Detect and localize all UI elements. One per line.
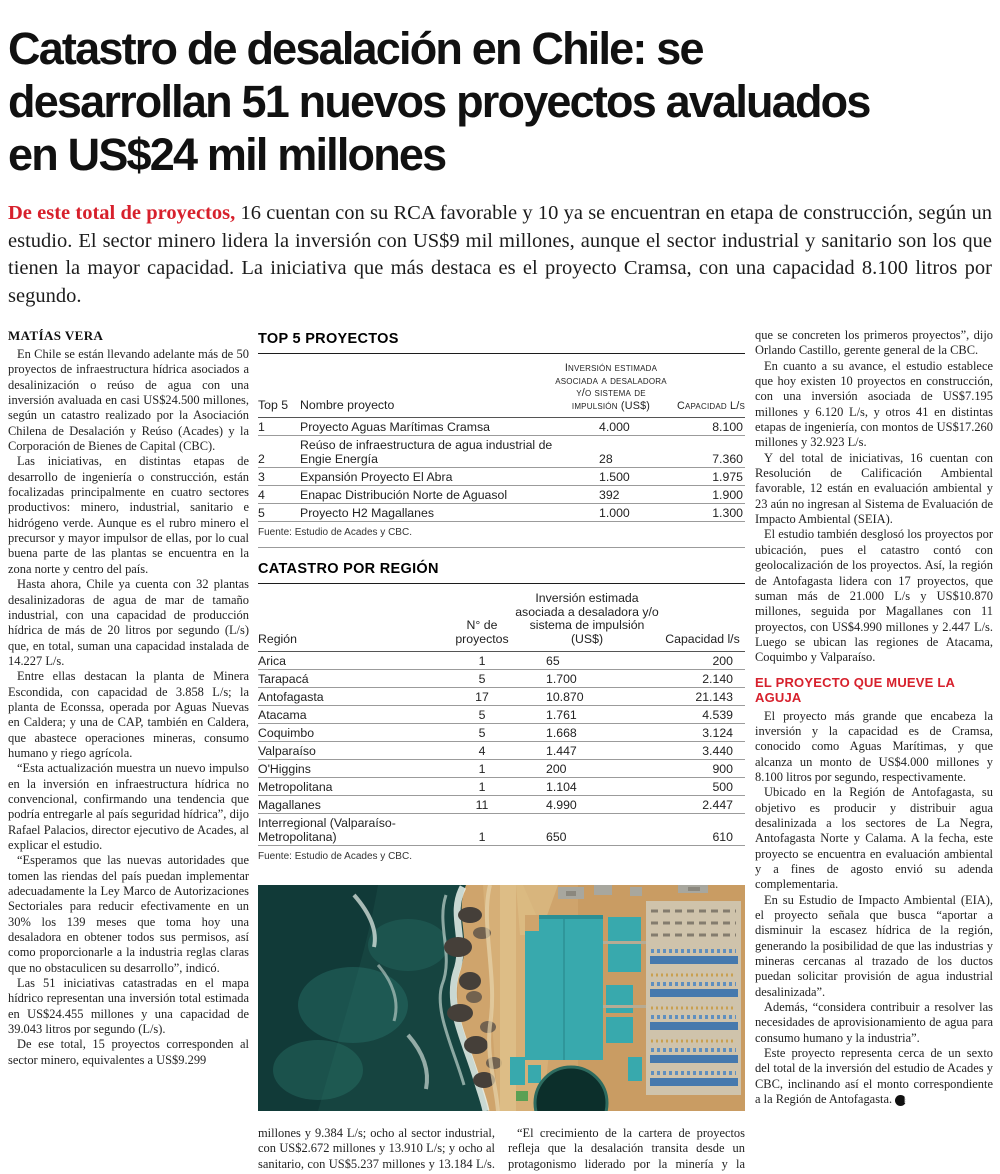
- paragraph: “Esta actualización muestra un nuevo imp…: [8, 761, 249, 852]
- region-table-header: Región N° de proyectos Inversión estimad…: [258, 584, 745, 652]
- paragraph: Y del total de iniciativas, 16 cuentan c…: [755, 450, 993, 527]
- table-source: Fuente: Estudio de Acades y CBC.: [258, 527, 412, 538]
- paragraph-text: Este proyecto representa cerca de un sex…: [755, 1046, 993, 1107]
- headline-line-1: Catastro de desalación en Chile: se: [8, 23, 705, 74]
- headline-line-2: desarrollan 51 nuevos proyectos avaluado…: [8, 76, 871, 127]
- table-row: 5 Proyecto H2 Magallanes 1.000 1.300: [258, 506, 745, 522]
- table-row: 1 Proyecto Aguas Marítimas Cramsa 4.000 …: [258, 420, 745, 436]
- paragraph: De ese total, 15 proyectos corresponden …: [8, 1037, 249, 1067]
- column-middle: TOP 5 PROYECTOS Top 5 Nombre proyecto In…: [258, 331, 745, 1174]
- table-row: O'Higgins 1 200 900: [258, 760, 745, 778]
- table-row: Atacama 5 1.761 4.539: [258, 706, 745, 724]
- table-row: Valparaíso 4 1.447 3.440: [258, 742, 745, 760]
- table-row: Metropolitana 1 1.104 500: [258, 778, 745, 796]
- headline: Catastro de desalación en Chile: se desa…: [8, 22, 994, 181]
- region-table: CATASTRO POR REGIÓN Región N° de proyect…: [258, 561, 745, 871]
- top5-table-title: TOP 5 PROYECTOS: [258, 331, 745, 354]
- headline-line-3: en US$24 mil millones: [8, 129, 447, 180]
- top5-table: TOP 5 PROYECTOS Top 5 Nombre proyecto In…: [258, 331, 745, 548]
- paragraph: En cuanto a su avance, el estudio establ…: [755, 358, 993, 450]
- paragraph: que se concreten los primeros proyectos”…: [755, 328, 993, 358]
- column-mid-bottom-left: millones y 9.384 L/s; ocho al sector ind…: [258, 1126, 495, 1174]
- paragraph: millones y 9.384 L/s; ocho al sector ind…: [258, 1126, 495, 1174]
- table-row: Interregional (Valparaíso- Metropolitana…: [258, 814, 745, 846]
- paragraph: Este proyecto representa cerca de un sex…: [755, 1046, 993, 1107]
- paragraph: “Esperamos que las nuevas autoridades qu…: [8, 853, 249, 975]
- table-row: 4 Enapac Distribución Norte de Aguasol 3…: [258, 488, 745, 504]
- top5-table-header: Top 5 Nombre proyecto Inversión estimada…: [258, 354, 745, 418]
- paragraph: Las 51 iniciativas catastradas en el map…: [8, 976, 249, 1037]
- paragraph: Las iniciativas, en distintas etapas de …: [8, 454, 249, 576]
- column-mid-bottom-right: “El crecimiento de la cartera de proyect…: [508, 1126, 745, 1174]
- paragraph: “El crecimiento de la cartera de proyect…: [508, 1126, 745, 1174]
- section-subhead: EL PROYECTO QUE MUEVE LA AGUJA: [755, 674, 955, 705]
- paragraph: En Chile se están llevando adelante más …: [8, 347, 249, 454]
- region-table-title: CATASTRO POR REGIÓN: [258, 561, 745, 584]
- column-left: MATÍAS VERA En Chile se están llevando a…: [8, 328, 249, 1068]
- desalination-plant-aerial-photo: [258, 885, 745, 1111]
- paragraph: Además, “considera contribuir a resolver…: [755, 1000, 993, 1045]
- table-row: 2 Reúso de infraestructura de agua indus…: [258, 438, 745, 468]
- paragraph: El estudio también desglosó los proyecto…: [755, 527, 993, 665]
- lead-body: 16 cuentan con su RCA favorable y 10 ya …: [8, 202, 992, 307]
- paragraph: El proyecto más grande que encabeza la i…: [755, 708, 993, 784]
- paragraph: Ubicado en la Región de Antofagasta, su …: [755, 785, 993, 892]
- article-end-mark-icon: P: [895, 1095, 909, 1107]
- column-right: que se concreten los primeros proyectos”…: [755, 328, 993, 1108]
- table-source: Fuente: Estudio de Acades y CBC.: [258, 851, 412, 862]
- table-row: Coquimbo 5 1.668 3.124: [258, 724, 745, 742]
- table-row: 3 Expansión Proyecto El Abra 1.500 1.975: [258, 470, 745, 486]
- table-row: Arica 1 65 200: [258, 652, 745, 670]
- table-row: Tarapacá 5 1.700 2.140: [258, 670, 745, 688]
- table-row: Magallanes 11 4.990 2.447: [258, 796, 745, 814]
- lead-intro: De este total de proyectos,: [8, 202, 236, 224]
- lead-paragraph: De este total de proyectos, 16 cuentan c…: [8, 200, 992, 310]
- table-row: Antofagasta 17 10.870 21.143: [258, 688, 745, 706]
- paragraph: En su Estudio de Impacto Ambiental (EIA)…: [755, 892, 993, 999]
- paragraph: Hasta ahora, Chile ya cuenta con 32 plan…: [8, 577, 249, 668]
- byline: MATÍAS VERA: [8, 328, 104, 343]
- paragraph: Entre ellas destacan la planta de Minera…: [8, 669, 249, 760]
